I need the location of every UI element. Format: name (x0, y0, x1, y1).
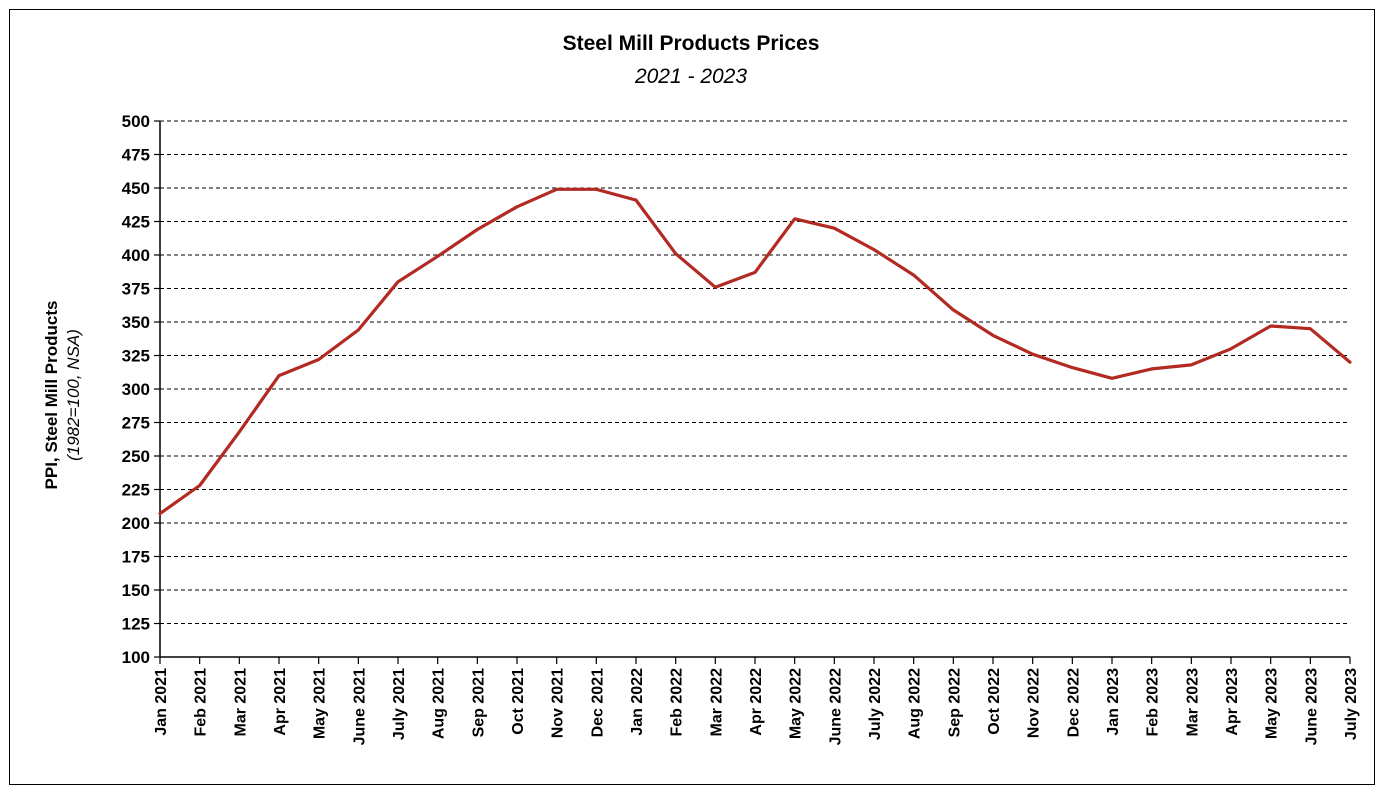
x-tick-label: Nov 2021 (550, 668, 567, 738)
y-tick-label: 175 (122, 548, 150, 567)
y-tick-label: 500 (122, 112, 150, 131)
y-tick-label: 125 (122, 615, 150, 634)
x-tick-label: May 2021 (312, 668, 329, 739)
x-tick-label: Oct 2022 (986, 668, 1003, 735)
y-tick-label: 400 (122, 246, 150, 265)
x-tick-label: Jan 2022 (629, 668, 646, 736)
x-tick-label: Oct 2021 (510, 668, 527, 735)
x-tick-label: Dec 2021 (589, 668, 606, 737)
x-tick-label: Feb 2022 (669, 668, 686, 737)
y-axis-sublabel: (1982=100, NSA) (64, 329, 83, 461)
y-tick-label: 100 (122, 648, 150, 667)
y-tick-label: 200 (122, 514, 150, 533)
x-tick-label: Aug 2022 (907, 668, 924, 739)
y-tick-label: 250 (122, 447, 150, 466)
x-tick-label: Mar 2023 (1184, 668, 1201, 737)
x-tick-label: May 2023 (1264, 668, 1281, 739)
chart-subtitle: 2021 - 2023 (634, 65, 747, 88)
x-tick-label: July 2023 (1343, 668, 1360, 740)
y-axis-ticks: 100 125 150 175 200 225 250 275 300 325 350 375 400 4… (122, 112, 160, 667)
y-tick-label: 275 (122, 414, 150, 433)
x-tick-label: Sep 2021 (470, 668, 487, 737)
y-tick-label: 150 (122, 581, 150, 600)
chart-canvas: Steel Mill Products Prices 2021 - 2023 1… (42, 32, 1360, 745)
chart-title: Steel Mill Products Prices (563, 32, 820, 55)
x-tick-label: Feb 2023 (1145, 668, 1162, 737)
y-tick-label: 425 (122, 213, 150, 232)
series-lines (158, 187, 1352, 516)
x-tick-label: July 2022 (867, 668, 884, 740)
x-tick-label: June 2021 (351, 668, 368, 745)
y-tick-label: 300 (122, 380, 150, 399)
chart-frame: Steel Mill Products Prices 2021 - 2023 1… (9, 9, 1375, 785)
y-tick-label: 225 (122, 481, 150, 500)
gridlines (160, 120, 1350, 624)
x-tick-label: July 2021 (391, 668, 408, 740)
x-tick-label: May 2022 (788, 668, 805, 739)
y-axis-label-group: PPI, Steel Mill Products (1982=100, NSA) (42, 301, 83, 490)
x-axis-ticks: Jan 2021 Feb 2021 Mar 2021 Apr 2021 May 2021… (153, 657, 1360, 745)
y-tick-label: 450 (122, 179, 150, 198)
x-tick-label: Jan 2023 (1105, 668, 1122, 736)
x-tick-label: Mar 2021 (232, 668, 249, 737)
y-tick-label: 325 (122, 347, 150, 366)
y-axis-label: PPI, Steel Mill Products (42, 301, 61, 490)
y-tick-label: 350 (122, 313, 150, 332)
x-tick-label: Apr 2022 (748, 668, 765, 736)
series-line (158, 187, 1352, 516)
x-tick-label: Mar 2022 (708, 668, 725, 737)
x-tick-label: Sep 2022 (946, 668, 963, 737)
x-tick-label: Dec 2022 (1065, 668, 1082, 737)
x-tick-label: June 2023 (1303, 668, 1320, 745)
x-tick-label: Apr 2023 (1224, 668, 1241, 736)
x-tick-label: June 2022 (827, 668, 844, 745)
x-tick-label: Jan 2021 (153, 668, 170, 736)
x-tick-label: Nov 2022 (1026, 668, 1043, 738)
x-tick-label: Aug 2021 (431, 668, 448, 739)
y-tick-label: 475 (122, 146, 150, 165)
y-tick-label: 375 (122, 280, 150, 299)
x-tick-label: Feb 2021 (193, 668, 210, 737)
x-tick-label: Apr 2021 (272, 668, 289, 736)
